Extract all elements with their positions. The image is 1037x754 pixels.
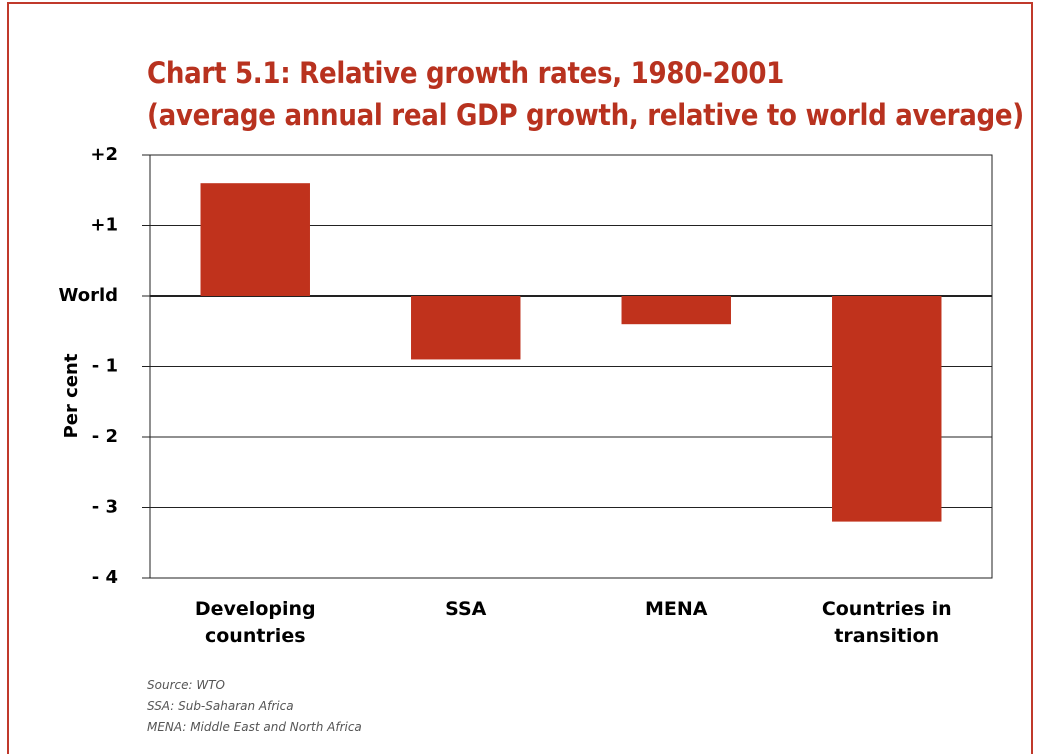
- y-tick-label: - 1: [92, 356, 118, 377]
- y-tick-label: - 4: [92, 567, 118, 588]
- frame: [7, 2, 1033, 754]
- footnote: Source: WTO: [147, 678, 225, 692]
- chart-title: Chart 5.1: Relative growth rates, 1980-2…: [147, 56, 785, 90]
- y-tick-label: - 3: [92, 497, 118, 518]
- x-tick-label: MENA: [645, 598, 708, 620]
- y-tick-label: +2: [90, 144, 118, 165]
- footnote: MENA: Middle East and North Africa: [147, 720, 362, 734]
- bar: [200, 183, 310, 296]
- y-tick-label: - 2: [92, 426, 118, 447]
- y-tick-label: +1: [90, 215, 118, 236]
- bar: [411, 296, 521, 360]
- chart-subtitle: (average annual real GDP growth, relativ…: [147, 98, 1024, 132]
- x-tick-label: Countries in transition: [821, 598, 952, 647]
- x-tick-label: SSA: [445, 598, 487, 620]
- x-tick-label: Developing countries: [194, 598, 316, 647]
- y-tick-label: World: [58, 285, 118, 306]
- bar: [621, 296, 731, 325]
- y-axis-label: Per cent: [61, 353, 82, 438]
- footnote: SSA: Sub-Saharan Africa: [147, 699, 294, 713]
- bar: [832, 296, 942, 522]
